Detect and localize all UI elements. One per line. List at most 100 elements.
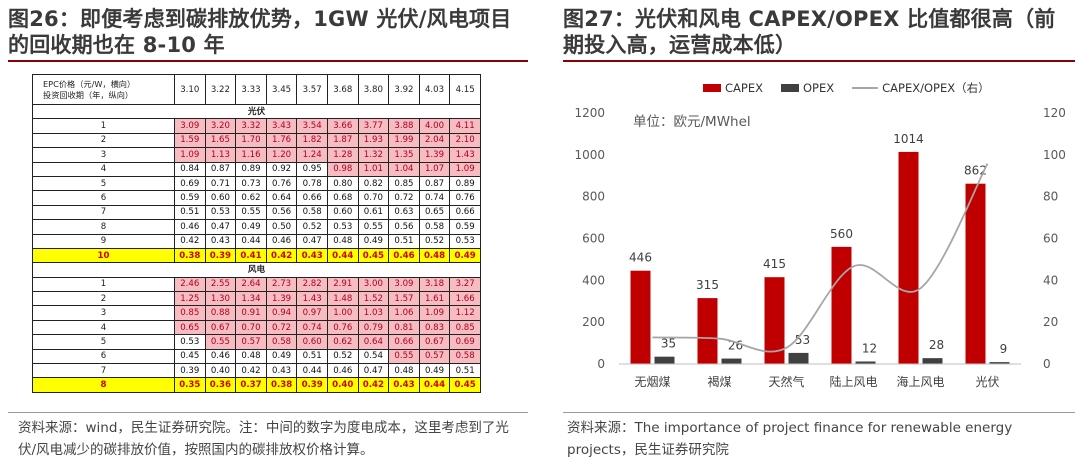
- payback-year-cell: 3: [32, 147, 175, 163]
- cost-cell: 0.55: [357, 219, 390, 235]
- cost-cell: 3.18: [418, 276, 451, 293]
- table-row: 7 0.51 0.53 0.55 0.56 0.58 0.60 0.61 0.63 0.65 0.6…: [32, 204, 481, 221]
- cost-cell: 1.07: [418, 161, 451, 177]
- right-title-rule: [563, 60, 1075, 62]
- cost-cell: 0.47: [296, 233, 328, 249]
- cost-cell: 1.59: [174, 132, 206, 149]
- table-row: 1 3.09 3.20 3.32 3.43 3.54 3.66 3.77 3.88 4.00 4.1…: [32, 118, 481, 134]
- capex-data-label: 862: [964, 164, 987, 178]
- table-header-row: EPC价格（元/W，横向） 投资回收期（年，纵向） 3.10 3.22 3.33 3.45…: [32, 74, 481, 105]
- opex-data-label: 35: [661, 337, 676, 351]
- y-right-tick-label: 100: [1043, 148, 1066, 162]
- y-left-tick-label: 600: [582, 232, 605, 246]
- cost-cell: 0.51: [296, 348, 328, 365]
- cost-cell: 1.87: [326, 132, 359, 149]
- opex-bar: [721, 358, 742, 364]
- epc-price-header: 3.92: [388, 74, 420, 105]
- cost-cell: 2.55: [204, 276, 237, 293]
- payback-year-cell: 2: [32, 132, 175, 149]
- cost-cell: 3.00: [357, 276, 390, 293]
- cost-cell: 3.66: [326, 118, 359, 134]
- cost-cell: 0.62: [235, 190, 267, 206]
- cost-cell: 0.85: [449, 319, 481, 336]
- cost-cell: 0.85: [174, 305, 206, 321]
- cost-cell: 3.20: [204, 118, 237, 134]
- cost-cell: 4.11: [449, 118, 481, 134]
- cost-cell: 0.72: [388, 190, 420, 206]
- epc-price-header: 3.57: [296, 74, 328, 105]
- capex-bar: [764, 277, 785, 364]
- cost-cell: 1.34: [235, 291, 267, 307]
- capex-data-label: 446: [629, 251, 652, 265]
- table-section-row: 光伏: [32, 103, 481, 120]
- opex-data-label: 28: [929, 338, 944, 352]
- cost-cell: 0.74: [296, 319, 328, 336]
- payback-year-cell: 6: [32, 190, 175, 206]
- cost-cell: 1.52: [357, 291, 390, 307]
- cost-cell: 0.74: [418, 190, 451, 206]
- opex-bar: [654, 356, 675, 364]
- cost-cell: 0.84: [174, 161, 206, 177]
- cost-cell: 0.56: [388, 219, 420, 235]
- cost-cell: 0.45: [357, 247, 390, 264]
- legend-ratio-label: CAPEX/OPEX（右）: [882, 81, 990, 95]
- cost-cell: 0.67: [418, 334, 451, 350]
- cost-cell: 1.09: [449, 161, 481, 177]
- epc-price-header: 4.15: [449, 74, 481, 105]
- capex-opex-chart: 0 200 400 600 800 1000 1200 0 20 40 60 80 100 120 单位：欧…: [574, 106, 1066, 389]
- payback-year-cell: 3: [32, 305, 175, 321]
- payback-year-cell: 1: [32, 276, 175, 293]
- payback-year-cell: 9: [32, 233, 175, 249]
- cost-cell: 0.70: [357, 190, 390, 206]
- cost-cell: 0.46: [388, 247, 420, 264]
- cost-cell: 0.56: [265, 204, 298, 221]
- capex-bar: [965, 183, 986, 364]
- cost-cell: 0.42: [235, 363, 267, 379]
- y-right-tick-label: 20: [1043, 315, 1058, 329]
- capex-bar: [697, 298, 718, 364]
- cost-cell: 0.55: [388, 348, 420, 365]
- capex-bar: [898, 151, 919, 364]
- cost-cell: 1.99: [388, 132, 420, 149]
- cost-cell: 0.39: [296, 377, 328, 393]
- cost-cell: 0.45: [174, 348, 206, 365]
- opex-data-label: 9: [1000, 342, 1008, 356]
- cost-cell: 0.51: [174, 204, 206, 221]
- cost-cell: 0.53: [449, 233, 481, 249]
- cost-cell: 1.66: [449, 291, 481, 307]
- cost-cell: 3.54: [296, 118, 328, 134]
- cost-cell: 0.52: [296, 219, 328, 235]
- cost-cell: 0.54: [357, 348, 390, 365]
- cost-cell: 0.89: [235, 161, 267, 177]
- payback-year-cell: 10: [32, 247, 175, 264]
- cost-cell: 0.46: [174, 219, 206, 235]
- epc-price-header: 3.10: [174, 74, 206, 105]
- cost-cell: 1.48: [326, 291, 359, 307]
- cost-cell: 0.48: [235, 348, 267, 365]
- payback-cost-table: EPC价格（元/W，横向） 投资回收期（年，纵向） 3.10 3.22 3.33 3.45…: [32, 74, 481, 393]
- cost-cell: 0.42: [265, 247, 298, 264]
- payback-year-cell: 2: [32, 291, 175, 307]
- payback-year-cell: 7: [32, 363, 175, 379]
- cost-cell: 0.71: [204, 175, 237, 192]
- cost-cell: 0.61: [357, 204, 390, 221]
- cost-cell: 0.46: [265, 233, 298, 249]
- payback-year-cell: 4: [32, 319, 175, 336]
- payback-year-cell: 1: [32, 118, 175, 134]
- cost-cell: 0.60: [326, 204, 359, 221]
- y-right-tick-label: 80: [1043, 190, 1058, 204]
- table-row: 2 1.25 1.30 1.34 1.39 1.43 1.48 1.52 1.57 1.61 1.6…: [32, 291, 481, 307]
- cost-cell: 0.76: [326, 319, 359, 336]
- table-row: 6 0.45 0.46 0.48 0.49 0.51 0.52 0.54 0.55 0.57 0.5…: [32, 348, 481, 365]
- opex-bar: [855, 361, 876, 364]
- table-row: 3 1.09 1.13 1.16 1.20 1.24 1.28 1.32 1.35 1.39 1.4…: [32, 147, 481, 163]
- table-row: 1 2.46 2.55 2.64 2.73 2.82 2.91 3.00 3.09 3.18 3.2…: [32, 276, 481, 293]
- capex-data-label: 560: [830, 227, 853, 241]
- table-row: 4 0.65 0.67 0.70 0.72 0.74 0.76 0.79 0.81 0.83 0.8…: [32, 319, 481, 336]
- y-left-tick-label: 0: [597, 357, 605, 371]
- cost-cell: 1.00: [326, 305, 359, 321]
- cost-cell: 0.64: [357, 334, 390, 350]
- cost-cell: 2.64: [235, 276, 267, 293]
- cost-cell: 0.63: [388, 204, 420, 221]
- x-category-label: 褐煤: [707, 374, 731, 389]
